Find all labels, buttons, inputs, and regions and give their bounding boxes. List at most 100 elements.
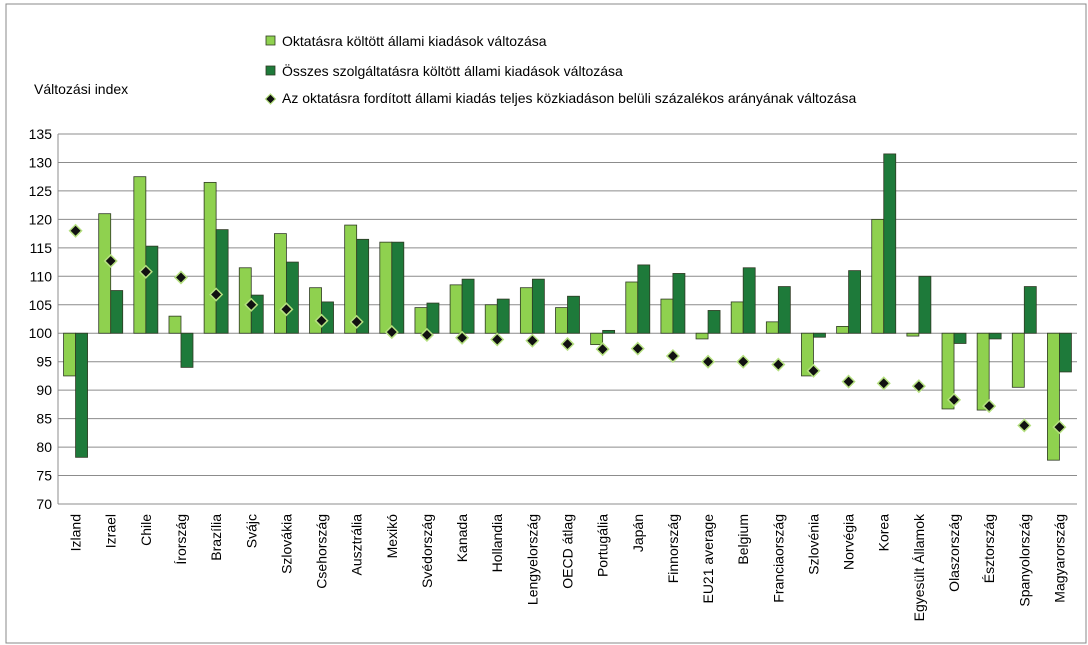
bar-series-1 bbox=[98, 213, 112, 334]
y-tick-label: 120 bbox=[29, 211, 53, 227]
y-tick-label: 95 bbox=[36, 354, 52, 370]
bar-series-2 bbox=[356, 238, 370, 334]
bar-series-1 bbox=[63, 332, 76, 377]
marker-point bbox=[419, 327, 435, 342]
x-tick-label: Japán bbox=[630, 514, 646, 552]
bar-series-1 bbox=[555, 307, 568, 334]
x-tick-label: Korea bbox=[876, 514, 892, 552]
marker-point bbox=[876, 376, 891, 391]
x-tick-label: Egyesült Államok bbox=[911, 513, 927, 621]
marker-point bbox=[1017, 418, 1032, 433]
bar-series-1 bbox=[1047, 332, 1060, 461]
marker-point bbox=[560, 336, 575, 352]
marker-point bbox=[279, 302, 294, 317]
axes: 70 75 80 85 90 95 100 105 110 115 120 125 130 135 Izla… bbox=[29, 126, 1068, 621]
y-tick-label: 105 bbox=[29, 297, 53, 313]
legend-label-1: Oktatásra költött állami kiadások változ… bbox=[282, 33, 547, 49]
bar-series-2 bbox=[777, 286, 791, 334]
marker-point bbox=[173, 270, 189, 285]
marker-point bbox=[314, 313, 329, 328]
bar-series-2 bbox=[110, 290, 124, 334]
x-tick-label: Norvégia bbox=[841, 514, 857, 570]
bar-series-2 bbox=[672, 273, 686, 334]
bar-series-2 bbox=[742, 267, 756, 334]
x-tick-label: Izrael bbox=[103, 514, 119, 548]
bar-series-2 bbox=[953, 332, 967, 344]
y-tick-label: 115 bbox=[30, 240, 53, 256]
marker-point bbox=[455, 330, 470, 345]
bar-series-1 bbox=[168, 315, 182, 334]
x-tick-label: Észtország bbox=[981, 514, 997, 583]
bar-series-2 bbox=[567, 295, 580, 334]
x-tick-label: Spanyolország bbox=[1016, 514, 1032, 607]
bar-series-2 bbox=[848, 270, 862, 334]
x-tick-label: Olaszország bbox=[946, 514, 962, 592]
y-tick-label: 130 bbox=[29, 154, 53, 170]
x-tick-label: Brazília bbox=[208, 514, 224, 561]
x-tick-label: EU21 average bbox=[700, 514, 716, 604]
legend-swatch-1 bbox=[265, 35, 276, 46]
marker-point bbox=[244, 297, 259, 312]
markers bbox=[68, 223, 1067, 435]
x-tick-label: Írország bbox=[173, 514, 189, 565]
bars bbox=[63, 153, 1072, 461]
bar-series-1 bbox=[449, 284, 463, 334]
bar-series-1 bbox=[309, 287, 322, 334]
bar-series-2 bbox=[145, 245, 159, 334]
marker-point bbox=[665, 348, 680, 364]
marker-point bbox=[525, 333, 540, 348]
marker-point bbox=[700, 354, 716, 369]
marker-point bbox=[138, 264, 153, 279]
bar-series-2 bbox=[180, 332, 194, 368]
x-tick-label: Kanada bbox=[454, 514, 470, 562]
bar-series-2 bbox=[707, 310, 721, 334]
y-tick-label: 100 bbox=[29, 325, 53, 341]
bar-series-1 bbox=[695, 332, 709, 340]
bar-series-2 bbox=[285, 261, 299, 334]
x-tick-label: Svédország bbox=[419, 514, 435, 588]
bar-series-1 bbox=[836, 325, 850, 334]
bar-series-1 bbox=[133, 176, 147, 334]
x-tick-label: Izland bbox=[68, 514, 84, 551]
bar-series-2 bbox=[637, 264, 651, 334]
x-tick-label: Szlovákia bbox=[278, 514, 294, 574]
bar-series-2 bbox=[75, 332, 88, 458]
bar-series-2 bbox=[883, 153, 897, 334]
bar-series-1 bbox=[976, 332, 990, 411]
y-tick-label: 85 bbox=[36, 411, 52, 427]
bar-series-1 bbox=[906, 332, 920, 337]
bar-series-1 bbox=[203, 181, 217, 334]
bar-series-1 bbox=[801, 332, 814, 377]
bar-series-2 bbox=[215, 229, 229, 334]
legend-label-2: Összes szolgáltatásra költött állami kia… bbox=[282, 62, 623, 79]
x-tick-label: Magyarország bbox=[1051, 514, 1067, 603]
y-tick-label: 70 bbox=[36, 496, 52, 512]
bar-series-2 bbox=[1023, 286, 1037, 334]
x-tick-label: Szlovénia bbox=[805, 514, 821, 575]
bar-series-2 bbox=[461, 278, 475, 334]
bar-series-1 bbox=[765, 321, 779, 334]
bar-series-1 bbox=[519, 287, 533, 334]
bar-series-1 bbox=[414, 307, 428, 334]
bar-series-1 bbox=[273, 233, 287, 334]
x-tick-label: Hollandia bbox=[489, 514, 505, 573]
y-tick-label: 80 bbox=[36, 439, 52, 455]
bar-series-2 bbox=[988, 332, 1002, 340]
bar-series-2 bbox=[391, 241, 405, 334]
legend-swatch-3 bbox=[264, 93, 277, 105]
y-tick-label: 125 bbox=[29, 183, 53, 199]
bar-series-2 bbox=[918, 275, 932, 334]
marker-point bbox=[349, 314, 364, 329]
bar-series-1 bbox=[941, 332, 955, 410]
x-tick-label: Belgium bbox=[735, 514, 751, 565]
x-tick-label: Finnország bbox=[665, 514, 681, 583]
bar-series-2 bbox=[813, 332, 826, 338]
y-tick-label: 90 bbox=[36, 382, 52, 398]
marker-point bbox=[946, 392, 962, 407]
chart-frame bbox=[5, 3, 1087, 644]
x-tick-label: Lengyelország bbox=[524, 514, 540, 605]
marker-point bbox=[209, 287, 224, 302]
x-tick-label: Ausztrália bbox=[349, 514, 365, 576]
bar-series-2 bbox=[602, 329, 616, 334]
